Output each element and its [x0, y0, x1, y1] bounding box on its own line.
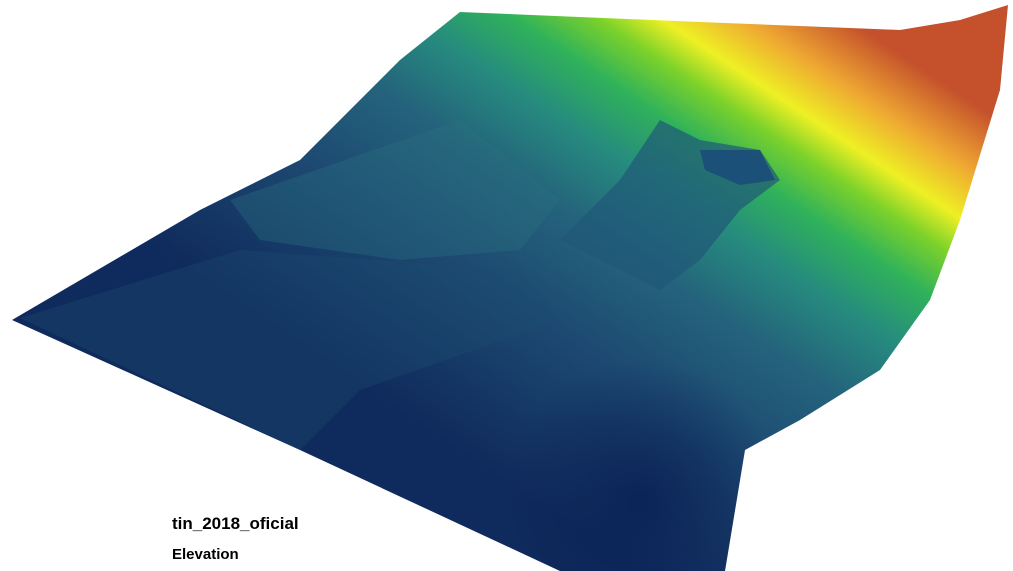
tin-surface: [0, 0, 1013, 571]
scene-view: tin_2018_oficial Elevation: [0, 0, 1013, 571]
layer-name: tin_2018_oficial: [172, 514, 299, 533]
field-name: Elevation: [172, 546, 239, 563]
page: {"legend": {"layer": "tin_2018_oficial",…: [0, 0, 1013, 571]
